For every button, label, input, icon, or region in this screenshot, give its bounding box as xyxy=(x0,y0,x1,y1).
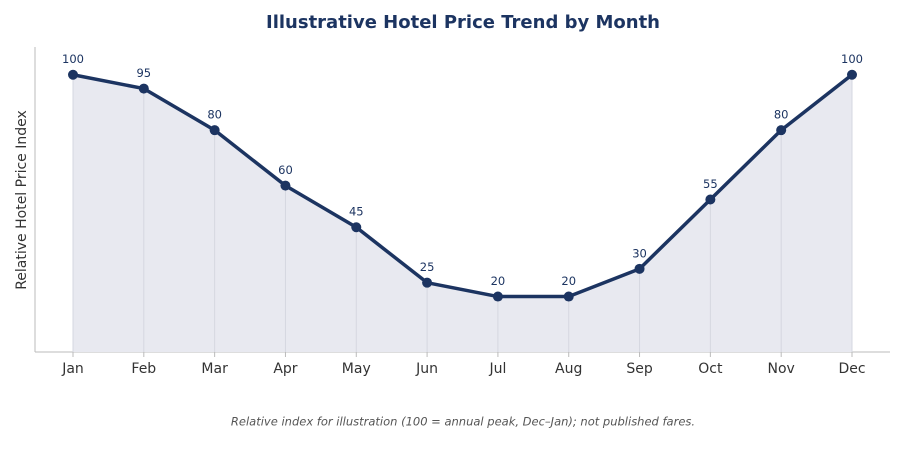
data-label: 45 xyxy=(349,205,364,219)
x-tick-label: Mar xyxy=(201,361,228,377)
point xyxy=(351,222,362,233)
x-tick-label: Jan xyxy=(61,361,84,377)
area xyxy=(73,74,852,353)
x-tick-label: May xyxy=(342,361,371,377)
x-tick-label: Apr xyxy=(273,361,297,377)
point xyxy=(68,69,78,80)
x-tick-label: Jul xyxy=(488,361,506,377)
chart-title: Illustrative Hotel Price Trend by Month xyxy=(266,12,660,33)
data-label: 95 xyxy=(136,66,151,80)
x-tick-label: Feb xyxy=(131,361,156,377)
data-label: 60 xyxy=(278,163,293,177)
x-tick-label: Dec xyxy=(838,361,865,377)
data-label: 30 xyxy=(632,246,647,260)
data-label: 80 xyxy=(207,108,222,122)
data-label: 55 xyxy=(703,177,718,191)
line xyxy=(72,73,854,299)
point xyxy=(422,277,433,288)
data-label: 100 xyxy=(841,52,863,66)
y-axis-label: Relative Hotel Price Index xyxy=(14,110,30,290)
point xyxy=(776,125,787,136)
x-tick-label: Nov xyxy=(768,361,795,377)
data-label: 25 xyxy=(420,260,435,274)
point xyxy=(209,125,220,136)
point xyxy=(705,194,716,205)
point xyxy=(847,69,857,80)
point xyxy=(280,180,291,191)
data-label: 100 xyxy=(62,52,84,66)
x-tick-label: Oct xyxy=(698,361,723,377)
data-label: 80 xyxy=(774,108,789,122)
data-label: 20 xyxy=(561,274,576,288)
point xyxy=(563,291,574,302)
point xyxy=(492,291,503,302)
caption: Relative index for illustration (100 = a… xyxy=(231,415,695,429)
point xyxy=(634,263,645,274)
x-tick-label: Jun xyxy=(415,361,438,377)
x-tick-label: Aug xyxy=(555,361,582,377)
data-label: 20 xyxy=(491,274,506,288)
x-tick-label: Sep xyxy=(626,361,653,377)
point xyxy=(138,83,149,94)
